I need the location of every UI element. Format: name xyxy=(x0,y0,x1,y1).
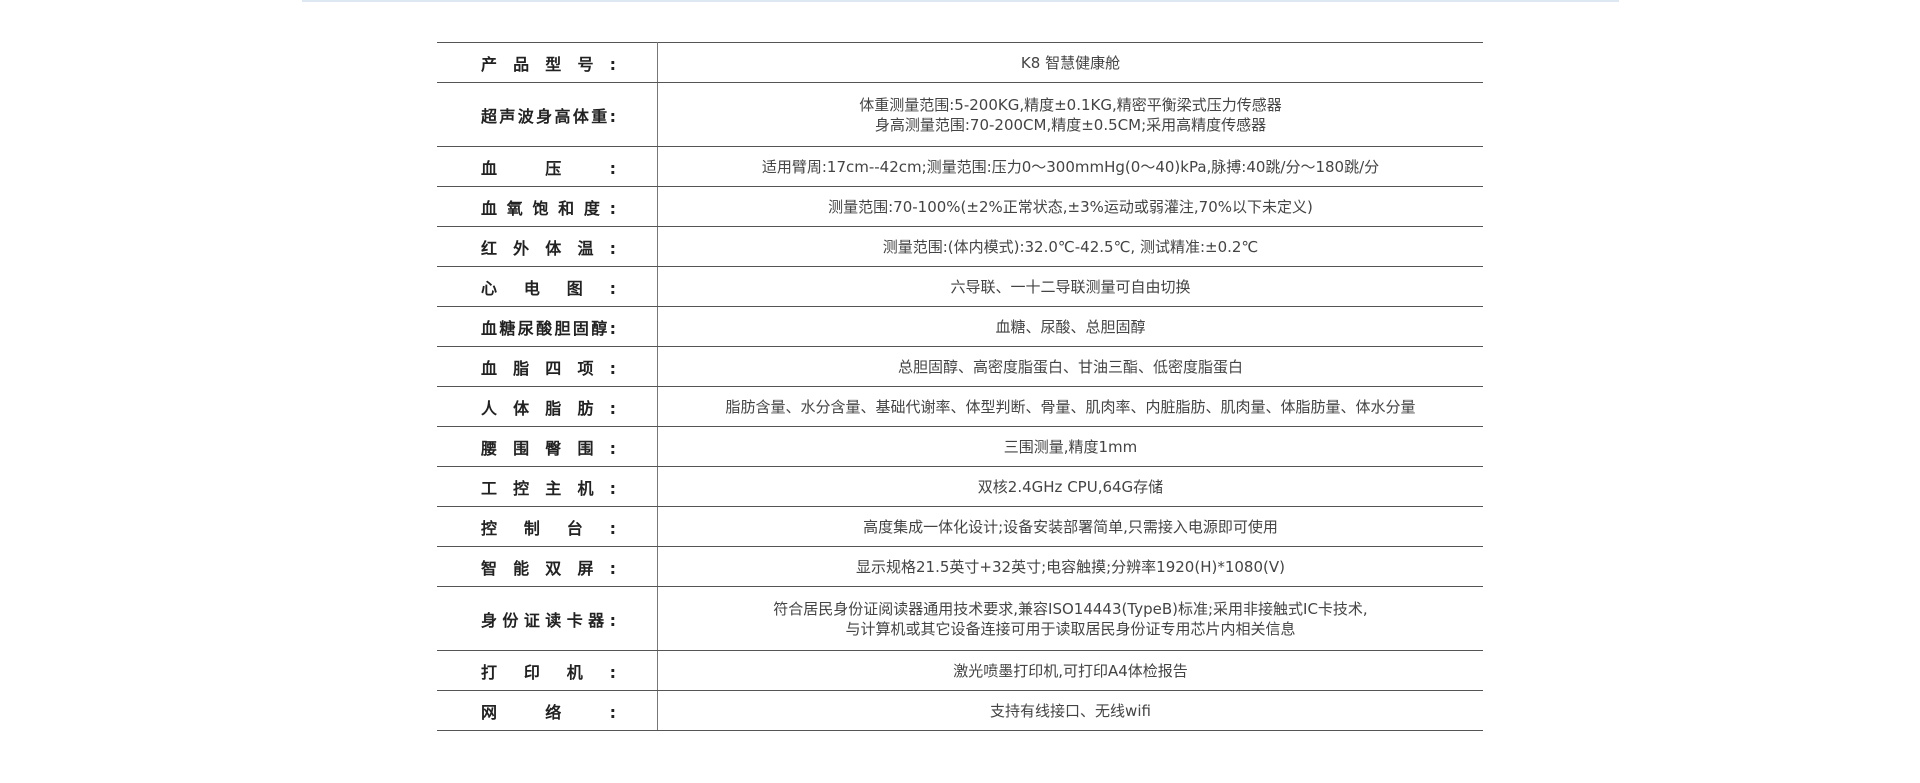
spec-label-cell: 超声波身高体重: xyxy=(437,82,658,147)
spec-value: 测量范围:70-100%(±2%正常状态,±3%运动或弱灌注,70%以下未定义) xyxy=(828,197,1313,216)
spec-row: 血氧饱和度: 测量范围:70-100%(±2%正常状态,±3%运动或弱灌注,70%… xyxy=(437,186,1483,227)
spec-label-cell: 心电图: xyxy=(437,266,658,307)
spec-row: 智能双屏: 显示规格21.5英寸+32英寸;电容触摸;分辨率1920(H)*108… xyxy=(437,546,1483,587)
spec-label-cell: 网络: xyxy=(437,690,658,731)
spec-label-cell: 智能双屏: xyxy=(437,546,658,587)
spec-value: 体重测量范围:5-200KG,精度±0.1KG,精密平衡梁式压力传感器 xyxy=(859,95,1282,114)
spec-value-cell: 符合居民身份证阅读器通用技术要求,兼容ISO14443(TypeB)标准;采用非… xyxy=(657,586,1483,651)
spec-value-cell: 高度集成一体化设计;设备安装部署简单,只需接入电源即可使用 xyxy=(657,506,1483,547)
spec-label-cell: 人体脂肪: xyxy=(437,386,658,427)
spec-row: 打印机: 激光喷墨打印机,可打印A4体检报告 xyxy=(437,650,1483,691)
spec-value: 三围测量,精度1mm xyxy=(1003,437,1138,456)
spec-row: 血脂四项: 总胆固醇、高密度脂蛋白、甘油三酯、低密度脂蛋白 xyxy=(437,346,1483,387)
spec-row: 超声波身高体重: 体重测量范围:5-200KG,精度±0.1KG,精密平衡梁式压力… xyxy=(437,82,1483,147)
spec-label: 心电图: xyxy=(481,278,616,298)
spec-value: 六导联、一十二导联测量可自由切换 xyxy=(950,277,1191,296)
spec-value: 符合居民身份证阅读器通用技术要求,兼容ISO14443(TypeB)标准;采用非… xyxy=(773,599,1368,618)
spec-row: 控制台: 高度集成一体化设计;设备安装部署简单,只需接入电源即可使用 xyxy=(437,506,1483,547)
spec-row: 网络: 支持有线接口、无线wifi xyxy=(437,690,1483,731)
spec-value-cell: 激光喷墨打印机,可打印A4体检报告 xyxy=(657,650,1483,691)
spec-value: 双核2.4GHz CPU,64G存储 xyxy=(977,477,1164,496)
spec-label: 身份证读卡器: xyxy=(481,610,616,630)
spec-label-cell: 血脂四项: xyxy=(437,346,658,387)
spec-value: 激光喷墨打印机,可打印A4体检报告 xyxy=(953,661,1188,680)
spec-value-cell: 双核2.4GHz CPU,64G存储 xyxy=(657,466,1483,507)
spec-label: 人体脂肪: xyxy=(481,398,616,418)
spec-value-cell: 六导联、一十二导联测量可自由切换 xyxy=(657,266,1483,307)
spec-label-cell: 控制台: xyxy=(437,506,658,547)
spec-value-cell: 脂肪含量、水分含量、基础代谢率、体型判断、骨量、肌肉率、内脏脂肪、肌肉量、体脂肪… xyxy=(657,386,1483,427)
spec-label: 智能双屏: xyxy=(481,558,616,578)
spec-row: 人体脂肪: 脂肪含量、水分含量、基础代谢率、体型判断、骨量、肌肉率、内脏脂肪、肌肉… xyxy=(437,386,1483,427)
spec-value-cell: 测量范围:(体内模式):32.0℃-42.5℃, 测试精准:±0.2℃ xyxy=(657,226,1483,267)
spec-row: 产品型号: K8 智慧健康舱 xyxy=(437,42,1483,83)
spec-label-cell: 血氧饱和度: xyxy=(437,186,658,227)
spec-value: 测量范围:(体内模式):32.0℃-42.5℃, 测试精准:±0.2℃ xyxy=(882,237,1259,256)
spec-label-cell: 产品型号: xyxy=(437,42,658,83)
spec-label: 红外体温: xyxy=(481,238,616,258)
spec-value-cell: 三围测量,精度1mm xyxy=(657,426,1483,467)
spec-label: 腰围臀围: xyxy=(481,438,616,458)
spec-label: 打印机: xyxy=(481,662,616,682)
spec-row: 身份证读卡器: 符合居民身份证阅读器通用技术要求,兼容ISO14443(TypeB… xyxy=(437,586,1483,651)
spec-label-cell: 血压: xyxy=(437,146,658,187)
spec-value-cell: 适用臂周:17cm--42cm;测量范围:压力0～300mmHg(0～40)kP… xyxy=(657,146,1483,187)
spec-label-cell: 腰围臀围: xyxy=(437,426,658,467)
spec-label: 超声波身高体重: xyxy=(481,106,616,126)
spec-row: 腰围臀围: 三围测量,精度1mm xyxy=(437,426,1483,467)
spec-value-cell: 测量范围:70-100%(±2%正常状态,±3%运动或弱灌注,70%以下未定义) xyxy=(657,186,1483,227)
spec-value-cell: 支持有线接口、无线wifi xyxy=(657,690,1483,731)
top-divider xyxy=(302,0,1619,2)
spec-label-cell: 身份证读卡器: xyxy=(437,586,658,651)
spec-row: 血压: 适用臂周:17cm--42cm;测量范围:压力0～300mmHg(0～40… xyxy=(437,146,1483,187)
spec-value-cell: 总胆固醇、高密度脂蛋白、甘油三酯、低密度脂蛋白 xyxy=(657,346,1483,387)
spec-row: 血糖尿酸胆固醇: 血糖、尿酸、总胆固醇 xyxy=(437,306,1483,347)
spec-value: 高度集成一体化设计;设备安装部署简单,只需接入电源即可使用 xyxy=(863,517,1278,536)
spec-label: 产品型号: xyxy=(481,54,616,74)
spec-label: 网络: xyxy=(481,702,616,722)
spec-value-cell: 血糖、尿酸、总胆固醇 xyxy=(657,306,1483,347)
spec-label: 血氧饱和度: xyxy=(481,198,616,218)
spec-label-cell: 红外体温: xyxy=(437,226,658,267)
spec-label: 工控主机: xyxy=(481,478,616,498)
spec-value-cell: 显示规格21.5英寸+32英寸;电容触摸;分辨率1920(H)*1080(V) xyxy=(657,546,1483,587)
spec-row: 心电图: 六导联、一十二导联测量可自由切换 xyxy=(437,266,1483,307)
spec-label: 血脂四项: xyxy=(481,358,616,378)
spec-value: 血糖、尿酸、总胆固醇 xyxy=(995,317,1146,336)
spec-value-cell: K8 智慧健康舱 xyxy=(657,42,1483,83)
spec-value: 与计算机或其它设备连接可用于读取居民身份证专用芯片内相关信息 xyxy=(845,619,1296,638)
spec-label: 血压: xyxy=(481,158,616,178)
spec-value: 适用臂周:17cm--42cm;测量范围:压力0～300mmHg(0～40)kP… xyxy=(761,157,1380,176)
spec-label-cell: 工控主机: xyxy=(437,466,658,507)
spec-row: 红外体温: 测量范围:(体内模式):32.0℃-42.5℃, 测试精准:±0.2℃ xyxy=(437,226,1483,267)
spec-value: 身高测量范围:70-200CM,精度±0.5CM;采用高精度传感器 xyxy=(874,115,1267,134)
spec-row: 工控主机: 双核2.4GHz CPU,64G存储 xyxy=(437,466,1483,507)
spec-table: 产品型号: K8 智慧健康舱超声波身高体重: 体重测量范围:5-200KG,精度±0… xyxy=(437,42,1483,731)
spec-value: 支持有线接口、无线wifi xyxy=(990,701,1151,720)
spec-value: 显示规格21.5英寸+32英寸;电容触摸;分辨率1920(H)*1080(V) xyxy=(856,557,1285,576)
spec-value: 总胆固醇、高密度脂蛋白、甘油三酯、低密度脂蛋白 xyxy=(897,357,1243,376)
spec-label-cell: 打印机: xyxy=(437,650,658,691)
spec-label-cell: 血糖尿酸胆固醇: xyxy=(437,306,658,347)
spec-value: K8 智慧健康舱 xyxy=(1020,53,1121,72)
spec-value: 脂肪含量、水分含量、基础代谢率、体型判断、骨量、肌肉率、内脏脂肪、肌肉量、体脂肪… xyxy=(725,397,1416,416)
spec-label: 控制台: xyxy=(481,518,616,538)
spec-value-cell: 体重测量范围:5-200KG,精度±0.1KG,精密平衡梁式压力传感器 身高测量范… xyxy=(657,82,1483,147)
spec-label: 血糖尿酸胆固醇: xyxy=(481,318,616,338)
